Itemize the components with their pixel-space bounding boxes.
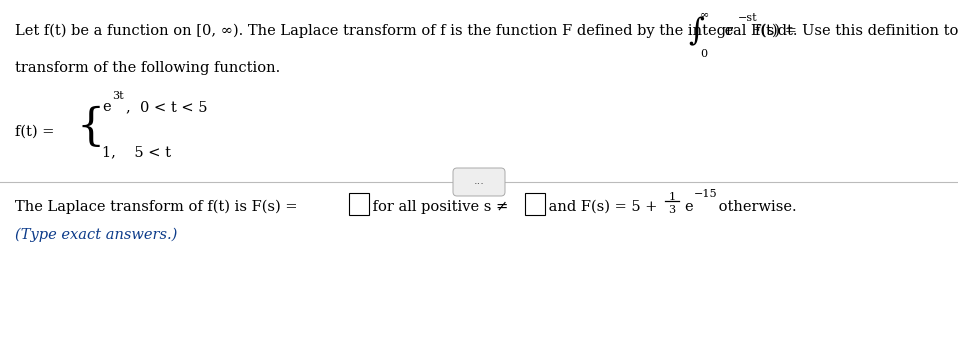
Text: e: e: [720, 24, 733, 38]
Text: Let f(t) be a function on [0, ∞). The Laplace transform of f is the function F d: Let f(t) be a function on [0, ∞). The La…: [15, 24, 802, 38]
Text: and F(s) = 5 +: and F(s) = 5 +: [544, 200, 662, 214]
Text: (Type exact answers.): (Type exact answers.): [15, 228, 177, 242]
Text: 0: 0: [700, 49, 707, 59]
Text: f(t)dt. Use this definition to determine the Laplace: f(t)dt. Use this definition to determine…: [755, 24, 958, 38]
Text: f(t) =: f(t) =: [15, 125, 59, 139]
Text: The Laplace transform of f(t) is F(s) =: The Laplace transform of f(t) is F(s) =: [15, 200, 302, 214]
FancyBboxPatch shape: [349, 193, 369, 215]
Text: 1,    5 < t: 1, 5 < t: [102, 145, 171, 159]
Text: −st: −st: [738, 13, 758, 23]
Text: e: e: [684, 200, 693, 214]
Text: {: {: [77, 105, 105, 149]
Text: ∫: ∫: [688, 16, 704, 47]
FancyBboxPatch shape: [453, 168, 505, 196]
Text: 1: 1: [669, 192, 675, 202]
Text: e: e: [102, 100, 110, 114]
Text: 3t: 3t: [112, 91, 124, 101]
Text: 3: 3: [669, 205, 675, 215]
Text: for all positive s ≠: for all positive s ≠: [368, 200, 513, 214]
FancyBboxPatch shape: [525, 193, 545, 215]
Text: ,  0 < t < 5: , 0 < t < 5: [126, 100, 208, 114]
Text: −15: −15: [694, 189, 718, 199]
Text: ∞: ∞: [700, 9, 709, 19]
Text: otherwise.: otherwise.: [714, 200, 797, 214]
Text: transform of the following function.: transform of the following function.: [15, 61, 281, 75]
Text: ...: ...: [473, 176, 485, 186]
